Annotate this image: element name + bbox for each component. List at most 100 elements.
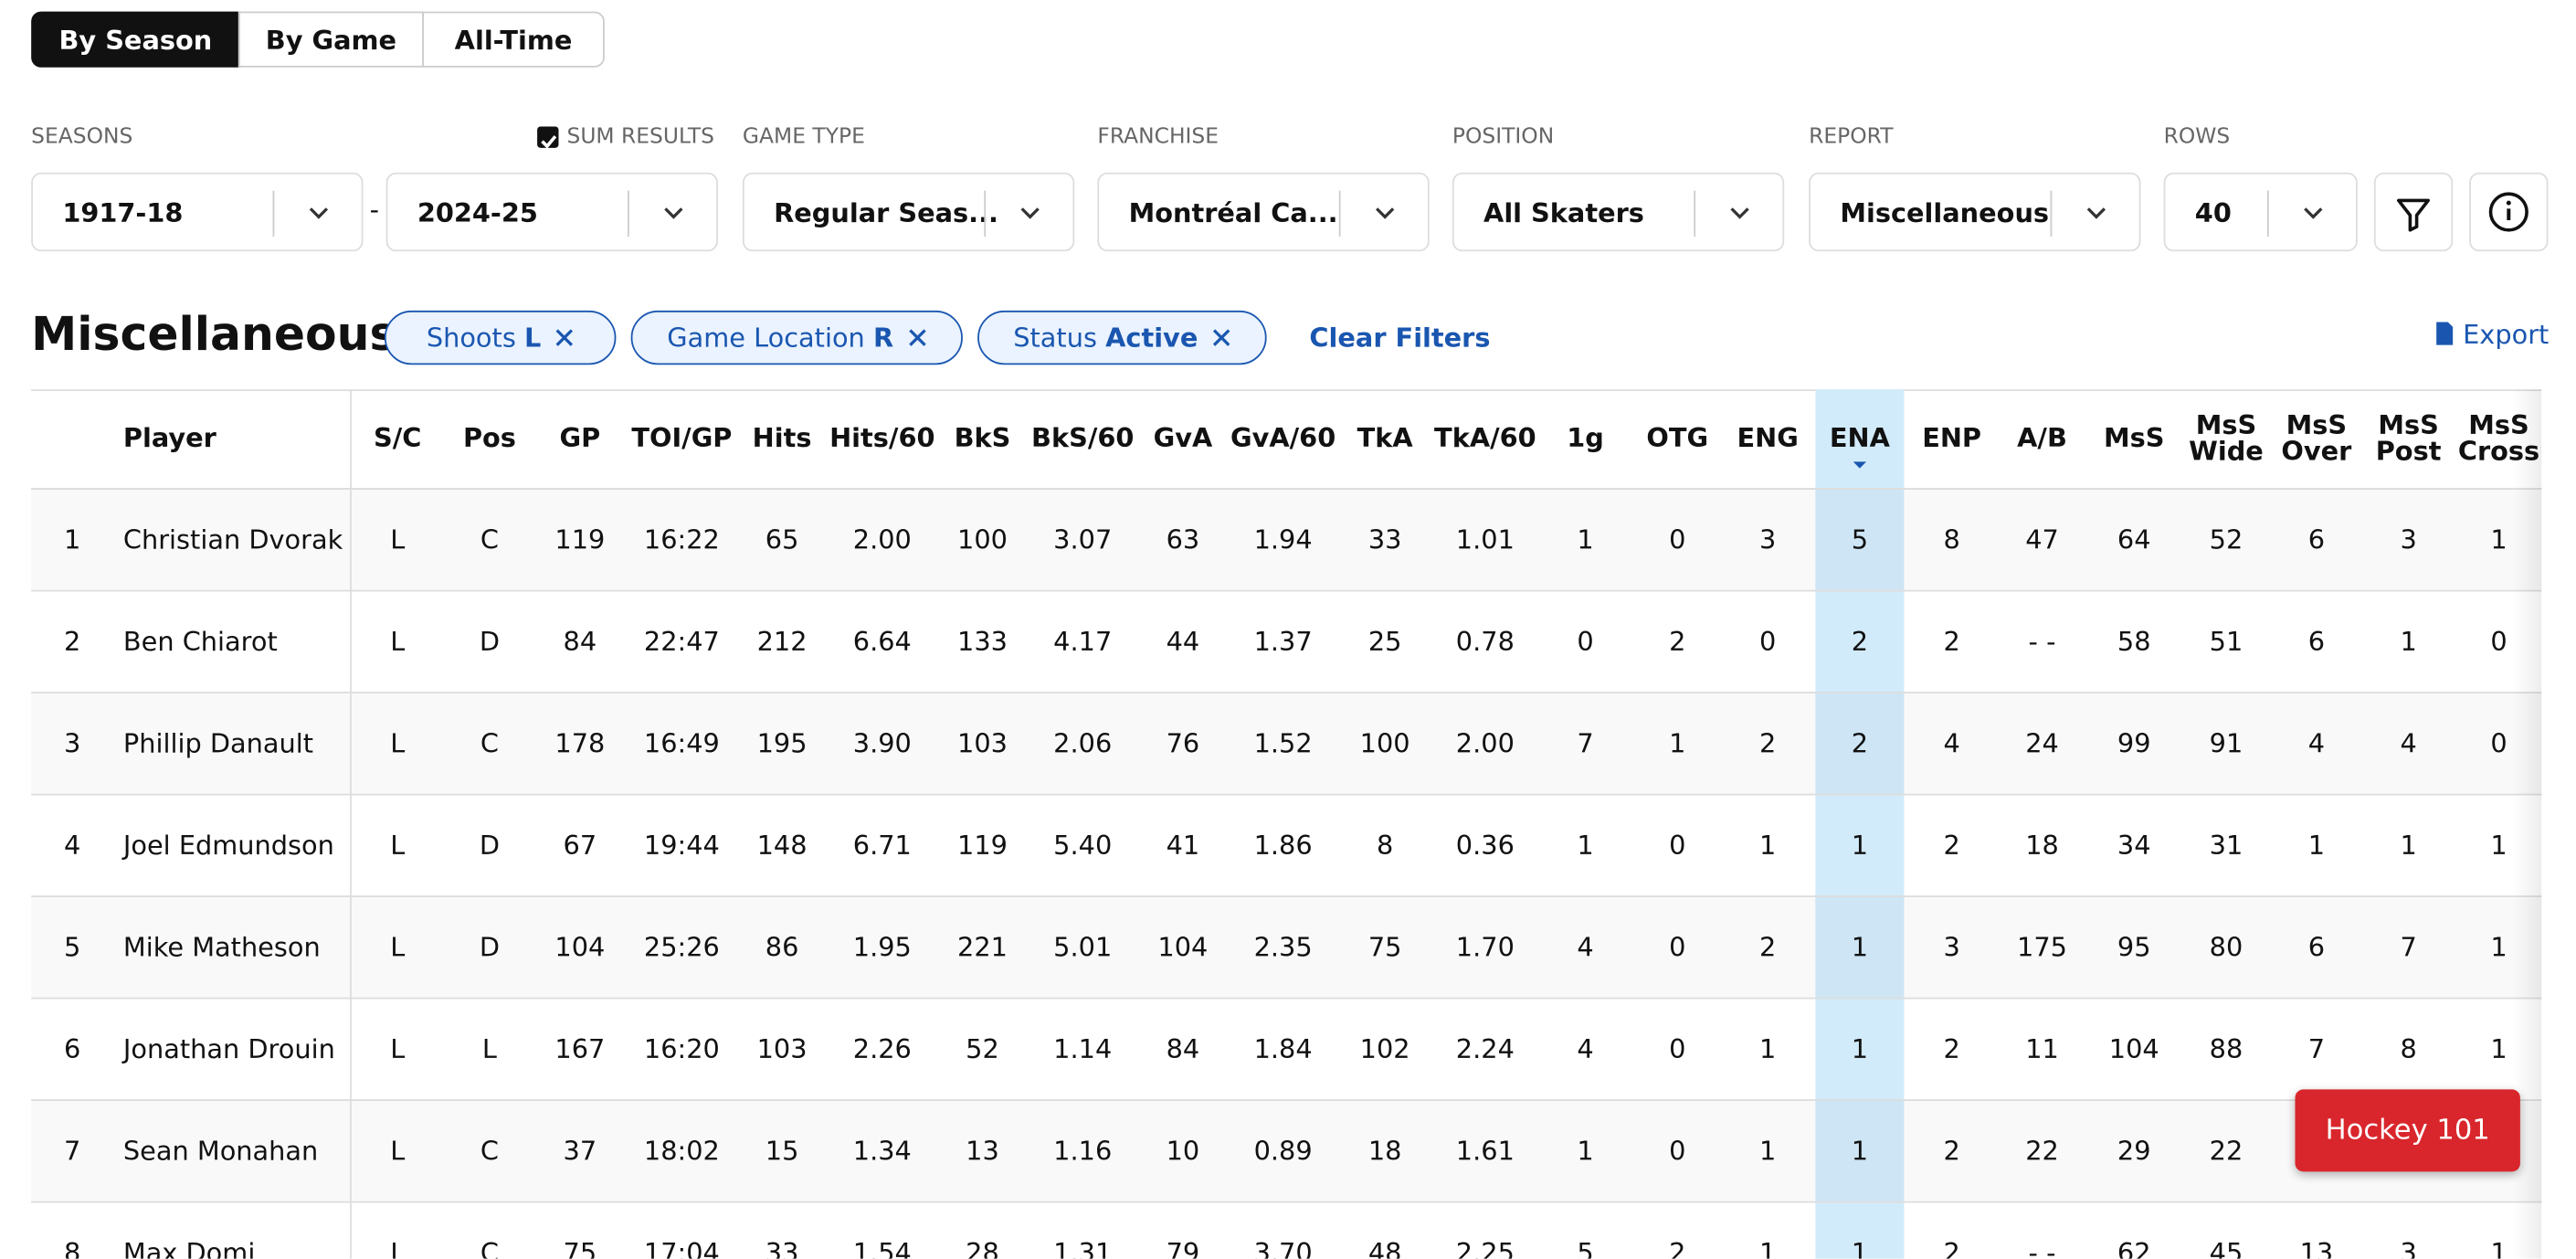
checkbox[interactable] (537, 126, 559, 149)
chip-label: Status (1013, 322, 1097, 354)
dropdown[interactable]: All Skaters (1452, 172, 1785, 252)
player-name[interactable]: Ben Chiarot (122, 626, 278, 658)
table-cell: 1 (1851, 931, 1869, 963)
column-header[interactable]: GvA (1153, 422, 1213, 454)
column-header[interactable]: BkS/60 (1031, 422, 1135, 454)
filter-chip[interactable]: Status Active (977, 310, 1267, 365)
table-cell: 1.95 (852, 931, 912, 963)
column-header[interactable]: 1g (1567, 422, 1604, 454)
table-cell: 76 (1166, 727, 1200, 759)
tab[interactable]: By Game (238, 11, 425, 68)
dropdown[interactable]: Montréal Ca... (1097, 172, 1430, 252)
column-header[interactable]: Hits (752, 422, 812, 454)
chip-label: Shoots (426, 322, 516, 354)
table-cell: 1 (1851, 1237, 1869, 1259)
table-cell: 80 (2209, 931, 2243, 963)
table-cell: D (479, 931, 501, 963)
table-cell: 58 (2117, 626, 2151, 658)
table-cell: 8 (63, 1237, 81, 1259)
player-name[interactable]: Joel Edmundson (122, 830, 334, 862)
range-separator: - (369, 194, 380, 226)
table-cell: 102 (1359, 1033, 1410, 1065)
player-name[interactable]: Christian Dvorak (122, 524, 343, 555)
dropdown-value: All Skaters (1483, 196, 1644, 228)
chip-value: L (523, 322, 542, 354)
column-header[interactable]: BkS (954, 422, 1011, 454)
dropdown-divider (984, 190, 987, 237)
column-header[interactable]: TkA/60 (1434, 422, 1536, 454)
checkbox-label: SUM RESULTS (566, 124, 714, 150)
dropdown[interactable]: Miscellaneous (1809, 172, 2141, 252)
info-button[interactable] (2469, 172, 2549, 252)
column-header[interactable]: GvA/60 (1230, 422, 1336, 454)
table-cell: 7 (2400, 931, 2417, 963)
table-cell: 10 (1166, 1135, 1200, 1167)
table-cell: 178 (554, 727, 606, 759)
column-header[interactable]: MsS Cross (2457, 408, 2540, 467)
dropdown-value: 2024-25 (417, 196, 538, 228)
column-header[interactable]: ENG (1737, 422, 1799, 454)
table-cell: 52 (966, 1033, 999, 1065)
chip-remove[interactable] (1213, 329, 1231, 347)
column-header[interactable]: MsS Wide (2189, 408, 2264, 467)
filter-button[interactable] (2373, 172, 2454, 252)
tab[interactable]: By Season (31, 11, 240, 68)
dropdown[interactable]: 2024-25 (385, 172, 718, 252)
column-header[interactable]: MsS (2104, 422, 2165, 454)
table-cell: 37 (563, 1135, 597, 1167)
table-row (31, 589, 2542, 693)
export[interactable]: Export (2434, 319, 2549, 350)
table-cell: 91 (2209, 727, 2243, 759)
table-cell: 22 (2209, 1135, 2243, 1167)
player-name[interactable]: Max Domi (122, 1237, 256, 1259)
help-button[interactable]: Hockey 101 (2295, 1089, 2520, 1172)
column-header[interactable]: TkA (1357, 422, 1413, 454)
table-cell: 63 (1166, 524, 1200, 555)
table-cell: 195 (756, 727, 808, 759)
chip-remove[interactable] (556, 329, 575, 347)
filter-label: GAME TYPE (742, 124, 865, 150)
tab[interactable]: All-Time (422, 11, 605, 68)
table-cell: - - (2028, 1237, 2056, 1259)
column-header[interactable]: MsS Post (2375, 408, 2442, 467)
table-cell: 8 (1943, 524, 1960, 555)
table-cell: 4.17 (1053, 626, 1113, 658)
dropdown[interactable]: 1917-18 (31, 172, 364, 252)
dropdown[interactable]: Regular Seas... (742, 172, 1075, 252)
column-header[interactable]: TOI/GP (631, 422, 733, 454)
column-header[interactable]: ENA (1829, 422, 1890, 454)
table-cell: 4 (63, 830, 81, 862)
table-cell: 4 (1943, 727, 1960, 759)
chip-remove[interactable] (908, 329, 926, 347)
clear-filters[interactable]: Clear Filters (1309, 322, 1491, 354)
table-cell: 3 (1943, 931, 1960, 963)
column-header[interactable]: S/C (374, 422, 422, 454)
column-header[interactable]: OTG (1646, 422, 1709, 454)
table-cell: 86 (765, 931, 799, 963)
table-cell: 1 (1759, 1135, 1777, 1167)
filter-chip[interactable]: Shoots L (384, 310, 617, 365)
chip-label: Game Location (667, 322, 865, 354)
dropdown-value: 1917-18 (62, 196, 184, 228)
column-header[interactable]: Hits/60 (829, 422, 935, 454)
player-column-divider (350, 389, 352, 1259)
table-cell: 3 (1759, 524, 1777, 555)
table-cell: 1 (1851, 1135, 1869, 1167)
column-header[interactable]: MsS Over (2281, 408, 2352, 467)
player-name[interactable]: Jonathan Drouin (122, 1033, 335, 1065)
column-header[interactable]: GP (559, 422, 601, 454)
dropdown[interactable]: 40 (2163, 172, 2358, 252)
player-name[interactable]: Phillip Danault (122, 727, 314, 759)
table-cell: 3 (2400, 524, 2417, 555)
column-header[interactable]: Pos (462, 422, 516, 454)
filter-chip[interactable]: Game Location R (630, 310, 963, 365)
table-cell: 3.90 (852, 727, 912, 759)
table-cell: 11 (2025, 1033, 2059, 1065)
player-name[interactable]: Mike Matheson (122, 931, 321, 963)
player-name[interactable]: Sean Monahan (122, 1135, 319, 1167)
column-header[interactable]: Player (122, 422, 216, 454)
column-header[interactable]: A/B (2017, 422, 2067, 454)
table-cell: 15 (765, 1135, 799, 1167)
column-header[interactable]: ENP (1922, 422, 1982, 454)
table-cell: 79 (1166, 1237, 1200, 1259)
